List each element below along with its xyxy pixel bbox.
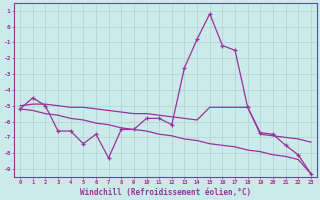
X-axis label: Windchill (Refroidissement éolien,°C): Windchill (Refroidissement éolien,°C) xyxy=(80,188,251,197)
